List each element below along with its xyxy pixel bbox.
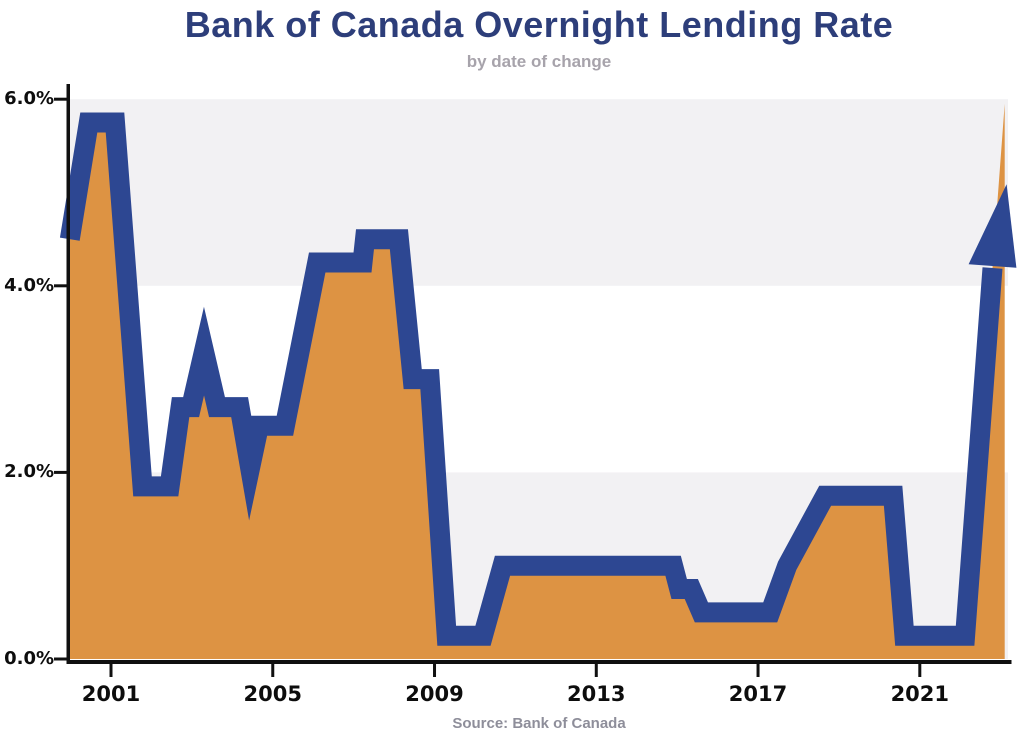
x-tick-label: 2017: [728, 682, 788, 706]
x-tick-label: 2021: [890, 682, 950, 706]
y-tick: [54, 657, 67, 661]
y-tick-label: 6.0%: [4, 88, 54, 110]
y-tick-label: 0.0%: [4, 648, 54, 669]
x-tick: [594, 664, 598, 677]
area-fill: [69, 103, 1005, 659]
x-tick-label: 2005: [243, 682, 302, 706]
y-tick-label: 2.0%: [4, 461, 54, 483]
chart-subtitle: by date of change: [466, 52, 612, 71]
y-tick: [54, 470, 67, 474]
axes: [54, 84, 1012, 677]
x-tick: [918, 664, 922, 677]
y-tick-label: 4.0%: [4, 274, 54, 296]
x-tick: [109, 664, 113, 677]
y-tick: [54, 97, 67, 101]
x-tick: [433, 664, 437, 677]
y-tick: [54, 284, 67, 288]
x-tick: [756, 664, 760, 677]
x-tick-label: 2013: [567, 682, 626, 706]
x-tick-label: 2001: [81, 682, 141, 706]
band: [70, 99, 1008, 286]
source-note: Source: Bank of Canada: [452, 715, 626, 732]
chart-title: Bank of Canada Overnight Lending Rate: [184, 4, 894, 45]
x-axis-line: [66, 660, 1012, 664]
trend-arrowhead-icon: [968, 184, 1017, 268]
rate-line: [59, 112, 1003, 646]
x-tick: [271, 664, 275, 677]
x-tick-label: 2009: [405, 682, 464, 706]
y-axis-line: [66, 84, 70, 664]
